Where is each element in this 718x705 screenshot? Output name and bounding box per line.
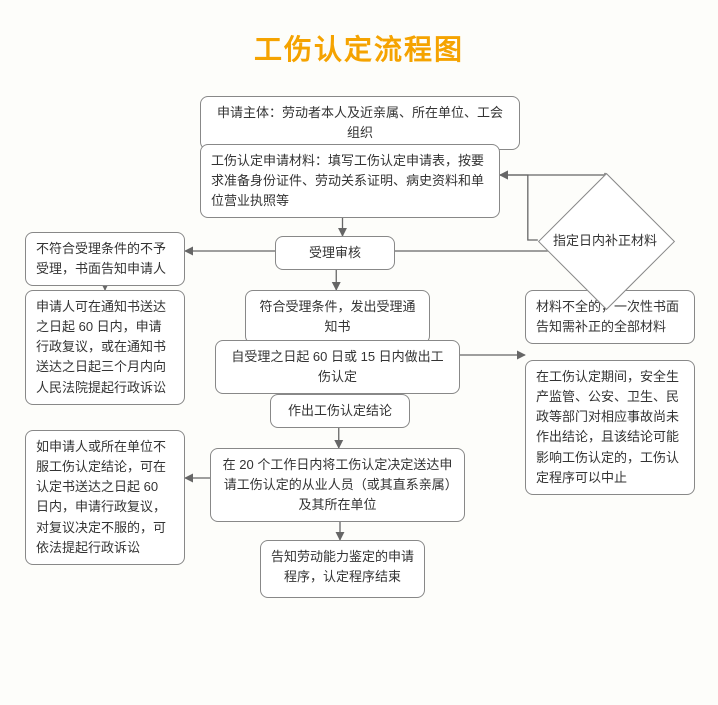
flow-node-n6: 作出工伤认定结论 [270,394,410,428]
flow-node-l1: 不符合受理条件的不予受理，书面告知申请人 [25,232,185,286]
flow-node-n1: 申请主体：劳动者本人及近亲属、所在单位、工会组织 [200,96,520,150]
flowchart-canvas: 工伤认定流程图 申请主体：劳动者本人及近亲属、所在单位、工会组织工伤认定申请材料… [0,0,718,705]
flow-node-r3: 在工伤认定期间，安全生产监管、公安、卫生、民政等部门对相应事故尚未作出结论，且该… [525,360,695,495]
flow-node-n8: 告知劳动能力鉴定的申请程序，认定程序结束 [260,540,425,598]
flow-node-n4: 符合受理条件，发出受理通知书 [245,290,430,344]
flow-node-n5: 自受理之日起 60 日或 15 日内做出工伤认定 [215,340,460,394]
chart-title: 工伤认定流程图 [0,28,718,68]
flow-edge [500,175,538,240]
flow-node-n2: 工伤认定申请材料：填写工伤认定申请表，按要求准备身份证件、劳动关系证明、病史资料… [200,144,500,218]
flow-node-n3: 受理审核 [275,236,395,270]
flow-node-n7: 在 20 个工作日内将工伤认定决定送达申请工伤认定的从业人员（或其直系亲属）及其… [210,448,465,522]
flow-node-label-d1: 指定日内补正材料 [539,230,672,249]
flow-edge [500,173,605,175]
flow-node-l3: 如申请人或所在单位不服工伤认定结论，可在认定书送达之日起 60 日内，申请行政复… [25,430,185,565]
flow-node-l2: 申请人可在通知书送达之日起 60 日内，申请行政复议，或在通知书送达之日起三个月… [25,290,185,405]
